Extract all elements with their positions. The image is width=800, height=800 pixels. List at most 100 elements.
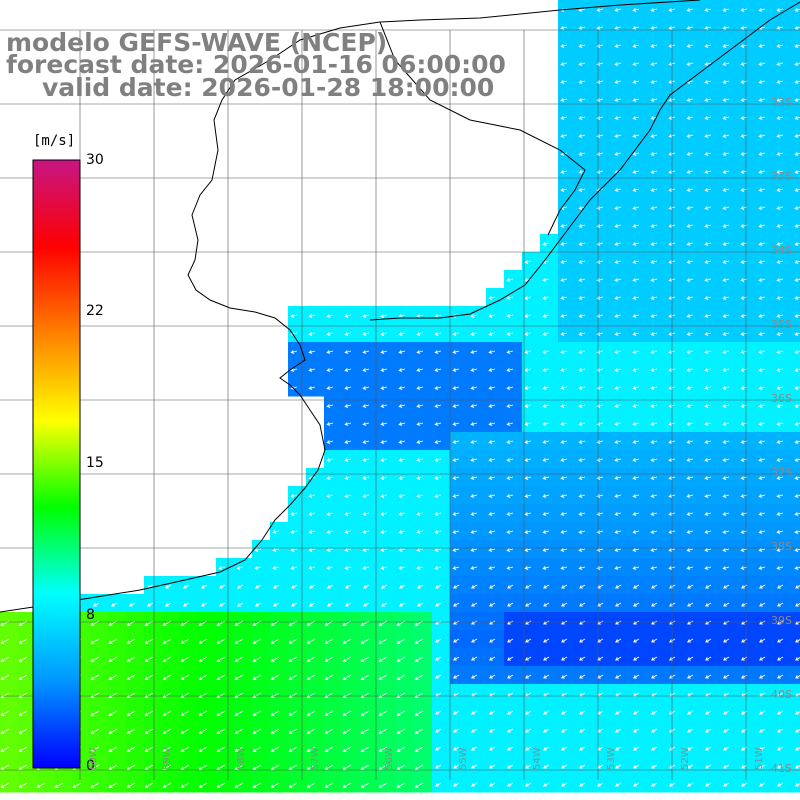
wind-speed-cell [720, 144, 739, 163]
wind-arrow [452, 512, 460, 516]
wind-arrow [758, 440, 766, 444]
wind-speed-cell [108, 684, 127, 703]
wind-speed-cell [648, 594, 667, 613]
wind-speed-cell [666, 522, 685, 541]
wind-speed-cell [288, 684, 307, 703]
wind-arrow [381, 602, 388, 607]
wind-speed-cell [702, 342, 721, 361]
wind-arrow [470, 548, 478, 552]
wind-speed-cell [180, 648, 199, 667]
wind-arrow [360, 782, 370, 789]
wind-arrow [162, 746, 172, 753]
wind-arrow [614, 530, 622, 534]
wind-speed-cell [774, 216, 793, 235]
wind-arrow [740, 8, 748, 12]
wind-speed-cell [648, 90, 667, 109]
wind-speed-cell [702, 18, 721, 37]
wind-speed-cell [576, 234, 595, 253]
wind-arrow [360, 710, 370, 717]
wind-arrow [126, 638, 136, 645]
wind-arrow [650, 242, 658, 246]
wind-arrow [234, 764, 244, 771]
wind-speed-cell [342, 360, 361, 379]
wind-speed-cell [396, 360, 415, 379]
wind-speed-cell [522, 738, 541, 757]
wind-speed-cell [432, 558, 451, 577]
wind-speed-cell [648, 306, 667, 325]
wind-arrow [759, 746, 766, 751]
wind-speed-cell [198, 630, 217, 649]
wind-arrow [398, 494, 406, 498]
wind-speed-cell [702, 504, 721, 523]
wind-arrow [704, 314, 712, 318]
wind-speed-cell [666, 252, 685, 271]
wind-speed-cell [216, 630, 235, 649]
longitude-label: 58W [236, 747, 247, 770]
wind-speed-cell [684, 36, 703, 55]
wind-arrow [416, 548, 424, 552]
wind-speed-cell [594, 522, 613, 541]
wind-arrow [416, 440, 424, 444]
wind-arrow [0, 746, 10, 753]
wind-arrow [416, 566, 424, 570]
wind-arrow [237, 584, 244, 589]
wind-speed-cell [738, 54, 757, 73]
wind-speed-cell [612, 288, 631, 307]
wind-arrow [362, 350, 370, 354]
wind-arrow [776, 8, 784, 12]
wind-speed-cell [342, 756, 361, 775]
wind-speed-cell [360, 468, 379, 487]
wind-arrow [794, 116, 800, 120]
wind-speed-cell [450, 648, 469, 667]
wind-speed-cell [684, 684, 703, 703]
map-title-valid-date: valid date: 2026-01-28 18:00:00 [42, 73, 495, 102]
wind-arrow [252, 782, 262, 789]
wind-speed-cell [450, 414, 469, 433]
wind-arrow [126, 764, 136, 771]
wind-arrow [578, 440, 586, 444]
wind-speed-cell [90, 738, 109, 757]
wind-arrow [471, 764, 478, 769]
wind-arrow [650, 386, 658, 390]
wind-arrow [416, 368, 424, 372]
wind-speed-cell [720, 306, 739, 325]
wind-arrow [560, 440, 568, 444]
wind-speed-cell [738, 216, 757, 235]
wind-speed-cell [90, 648, 109, 667]
longitude-label: 55W [458, 747, 469, 770]
wind-speed-cell [756, 144, 775, 163]
wind-speed-cell [576, 558, 595, 577]
wind-speed-cell [774, 486, 793, 505]
wind-arrow [216, 746, 226, 753]
wind-speed-cell [432, 306, 451, 325]
wind-arrow [650, 368, 658, 372]
wind-arrow [758, 44, 766, 48]
wind-speed-cell [252, 774, 271, 793]
wind-speed-cell [450, 504, 469, 523]
wind-speed-cell [702, 702, 721, 721]
wind-speed-cell [306, 774, 325, 793]
wind-arrow [236, 566, 244, 570]
wind-speed-cell [342, 720, 361, 739]
wind-arrow [705, 728, 712, 733]
wind-speed-cell [432, 594, 451, 613]
wind-arrow [578, 512, 586, 516]
wind-speed-cell [612, 126, 631, 145]
wind-arrow [686, 422, 694, 426]
wind-arrow [560, 26, 568, 30]
wind-arrow [614, 458, 622, 462]
wind-arrow [489, 638, 496, 643]
wind-arrow [308, 512, 316, 516]
wind-speed-cell [702, 558, 721, 577]
wind-speed-cell [306, 594, 325, 613]
wind-speed-cell [648, 648, 667, 667]
wind-arrow [650, 314, 658, 318]
wind-speed-cell [594, 630, 613, 649]
wind-speed-cell [324, 540, 343, 559]
wind-arrow [758, 170, 766, 174]
wind-speed-cell [666, 576, 685, 595]
wind-speed-cell [522, 360, 541, 379]
wind-arrow [722, 476, 730, 480]
wind-speed-cell [594, 378, 613, 397]
wind-speed-cell [90, 774, 109, 793]
